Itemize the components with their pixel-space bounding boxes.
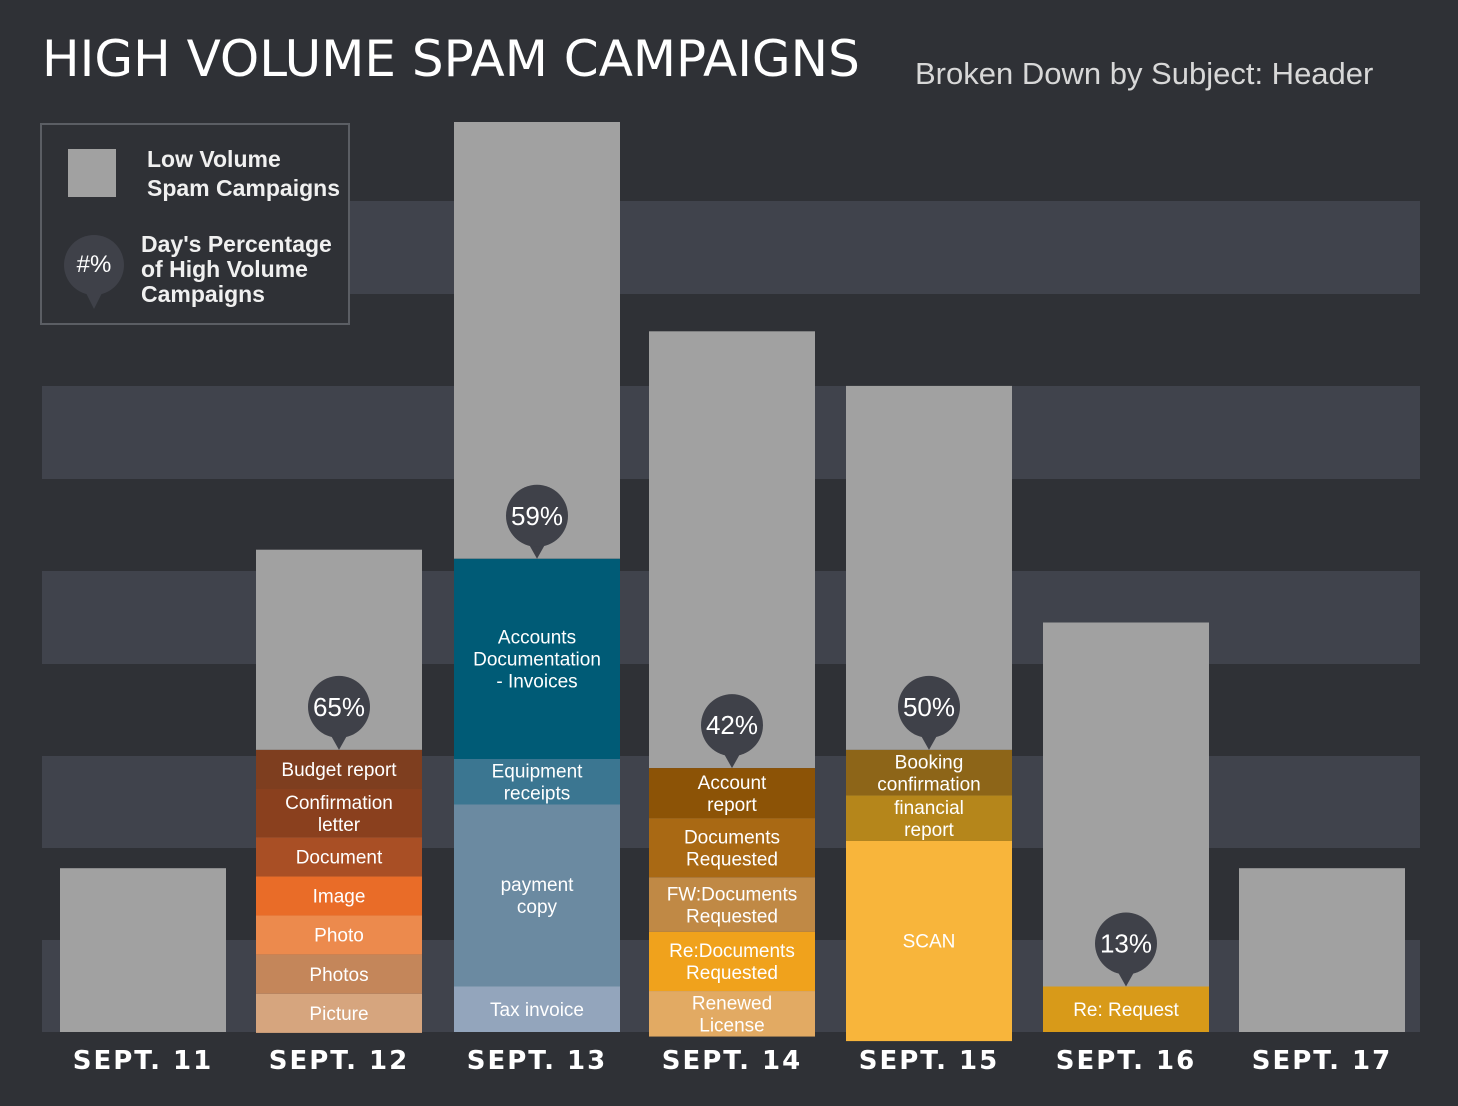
chart-title: HIGH VOLUME SPAM CAMPAIGNS <box>42 30 860 88</box>
segment-label: Budget report <box>281 760 397 781</box>
legend-low-volume-label: Low Volume Spam Campaigns <box>147 146 340 201</box>
percentage-label: 65% <box>313 692 365 722</box>
x-tick-label: SEPT. 12 <box>269 1046 409 1076</box>
x-tick-label: SEPT. 15 <box>859 1046 999 1076</box>
bar-segment <box>256 749 422 790</box>
chart-subtitle: Broken Down by Subject: Header <box>915 56 1374 91</box>
x-tick-label: SEPT. 13 <box>467 1046 607 1076</box>
bar-low-volume <box>1239 868 1405 1032</box>
x-tick-label: SEPT. 17 <box>1252 1046 1392 1076</box>
segment-label: Picture <box>309 1004 368 1025</box>
percentage-pin: 59% <box>506 484 568 559</box>
legend: Low Volume Spam Campaigns #% Day's Perce… <box>40 123 350 325</box>
bar-segment <box>1043 986 1209 1032</box>
bar-segment <box>256 789 422 838</box>
segment-label: Booking confirmation <box>877 752 981 795</box>
segment-label: Equipment receipts <box>492 761 584 804</box>
segment-label: SCAN <box>903 932 956 953</box>
segment-label: Tax invoice <box>490 1000 584 1021</box>
segment-label: Account report <box>698 773 767 816</box>
percentage-pin: 65% <box>308 675 370 750</box>
bar-segment <box>256 993 422 1033</box>
bars-layer: Budget report Confirmation letter Document I… <box>60 122 1405 1042</box>
bar-segment <box>256 915 422 955</box>
segment-label: Photos <box>309 965 368 986</box>
segment-label: Accounts Documentation - Invoices <box>473 628 601 693</box>
percentage-label: 42% <box>706 710 758 740</box>
segment-label: Document <box>296 847 383 868</box>
bar-segment <box>256 954 422 994</box>
segment-label: Documents Requested <box>684 827 780 870</box>
x-tick-label: SEPT. 11 <box>73 1046 213 1076</box>
percentage-pin: 42% <box>701 694 763 769</box>
percentage-label: 50% <box>903 692 955 722</box>
segment-label: Confirmation letter <box>285 793 393 836</box>
percentage-label: 59% <box>511 501 563 531</box>
segment-label: FW:Documents Requested <box>667 884 798 927</box>
x-axis-labels: SEPT. 11 SEPT. 12 SEPT. 13 SEPT. 14 SEPT. 15… <box>73 1046 1392 1076</box>
bar-segment <box>649 818 815 878</box>
bar-segment <box>649 877 815 932</box>
segment-label: Photo <box>314 926 364 947</box>
bar-segment <box>454 986 620 1032</box>
bar-segment <box>454 759 620 805</box>
segment-label: payment copy <box>501 875 575 918</box>
bar-segment <box>846 840 1012 1042</box>
bar-segment <box>649 931 815 992</box>
bar-segment <box>846 749 1012 796</box>
x-tick-label: SEPT. 16 <box>1056 1046 1196 1076</box>
segment-label: Image <box>313 887 366 908</box>
percentage-label: 13% <box>1100 929 1152 959</box>
segment-label: Re: Request <box>1073 1000 1179 1021</box>
legend-low-volume-swatch <box>68 149 116 197</box>
bar-segment <box>454 804 620 987</box>
segment-label: Renewed License <box>692 993 772 1036</box>
bar-segment <box>256 876 422 916</box>
legend-pin-icon: #% <box>64 235 124 309</box>
bar-segment <box>649 768 815 819</box>
bar-segment <box>256 837 422 877</box>
x-tick-label: SEPT. 14 <box>662 1046 802 1076</box>
segment-label: Re:Documents Requested <box>669 941 795 984</box>
percentage-pin: 13% <box>1095 912 1157 987</box>
percentage-pins-layer: 65% 59% 42% 50% 13% <box>308 484 1157 987</box>
bar-low-volume <box>60 868 226 1032</box>
bar-segment <box>649 991 815 1037</box>
bar-segment <box>846 795 1012 841</box>
bar-segment <box>454 558 620 759</box>
legend-percentage-label: Day's Percentage of High Volume Campaign… <box>141 231 332 307</box>
segment-label: financial report <box>894 798 964 841</box>
percentage-pin: 50% <box>898 675 960 750</box>
